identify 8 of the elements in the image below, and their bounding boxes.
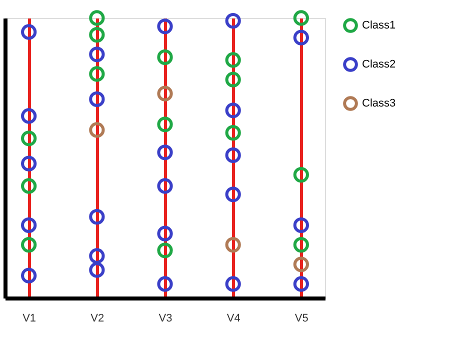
x-tick-label: V3 xyxy=(158,312,172,324)
legend-label: Class1 xyxy=(362,20,396,32)
x-tick-label: V2 xyxy=(90,312,104,324)
legend-label: Class2 xyxy=(362,58,396,70)
legend-label: Class3 xyxy=(362,98,396,110)
x-tick-label: V5 xyxy=(294,312,308,324)
x-tick-label: V4 xyxy=(226,312,240,324)
x-tick-label: V1 xyxy=(22,312,36,324)
